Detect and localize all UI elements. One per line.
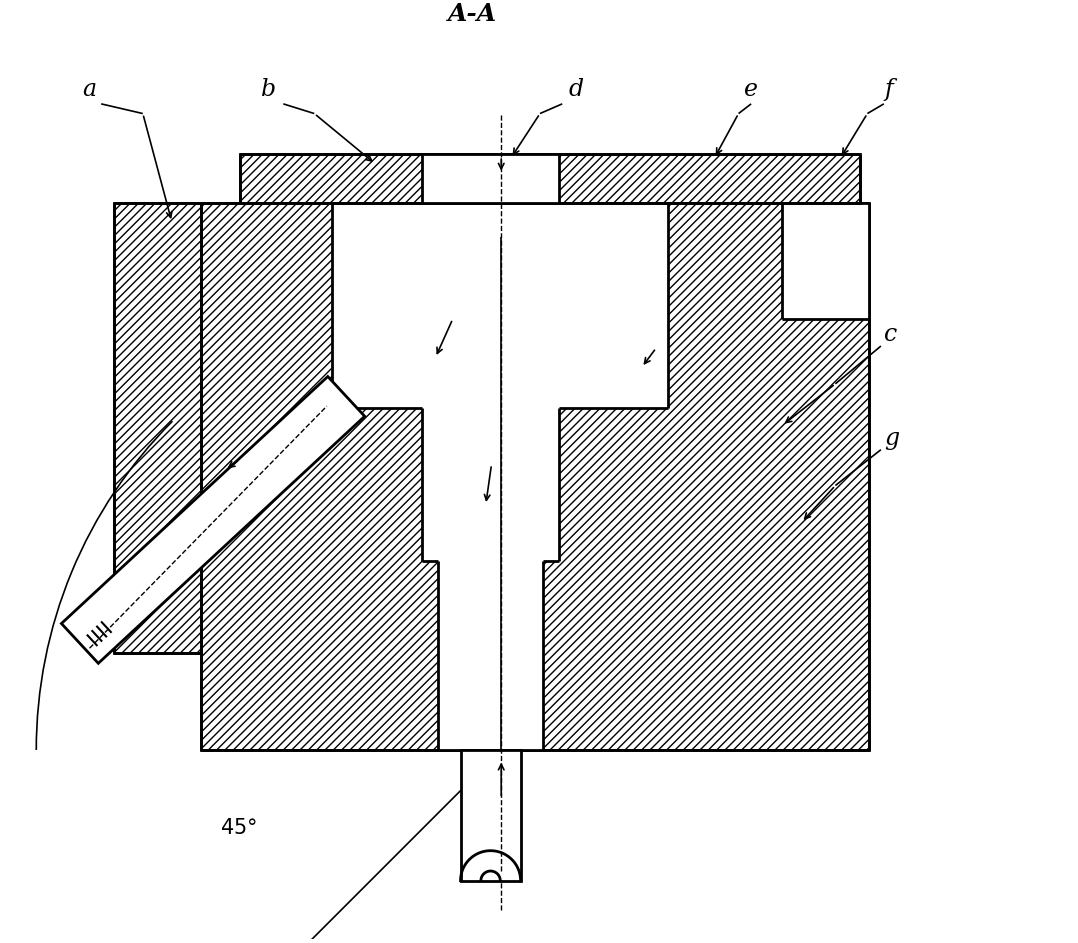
Bar: [114, 203, 201, 653]
Polygon shape: [61, 376, 364, 663]
Text: d: d: [568, 78, 583, 101]
Polygon shape: [61, 376, 364, 663]
Text: $45°$: $45°$: [220, 819, 258, 838]
Text: c: c: [884, 323, 897, 346]
Text: g: g: [884, 427, 899, 450]
Bar: [421, 203, 559, 408]
Text: A-A: A-A: [447, 2, 497, 25]
Bar: [460, 750, 521, 881]
Text: b: b: [261, 78, 276, 101]
Text: e: e: [744, 78, 758, 101]
Bar: [421, 408, 559, 561]
Bar: [783, 203, 869, 319]
Bar: [332, 203, 668, 408]
Bar: [201, 203, 869, 750]
Bar: [239, 155, 859, 203]
Bar: [421, 155, 559, 203]
Text: a: a: [83, 78, 97, 101]
Bar: [439, 561, 543, 750]
Text: f: f: [884, 78, 893, 101]
